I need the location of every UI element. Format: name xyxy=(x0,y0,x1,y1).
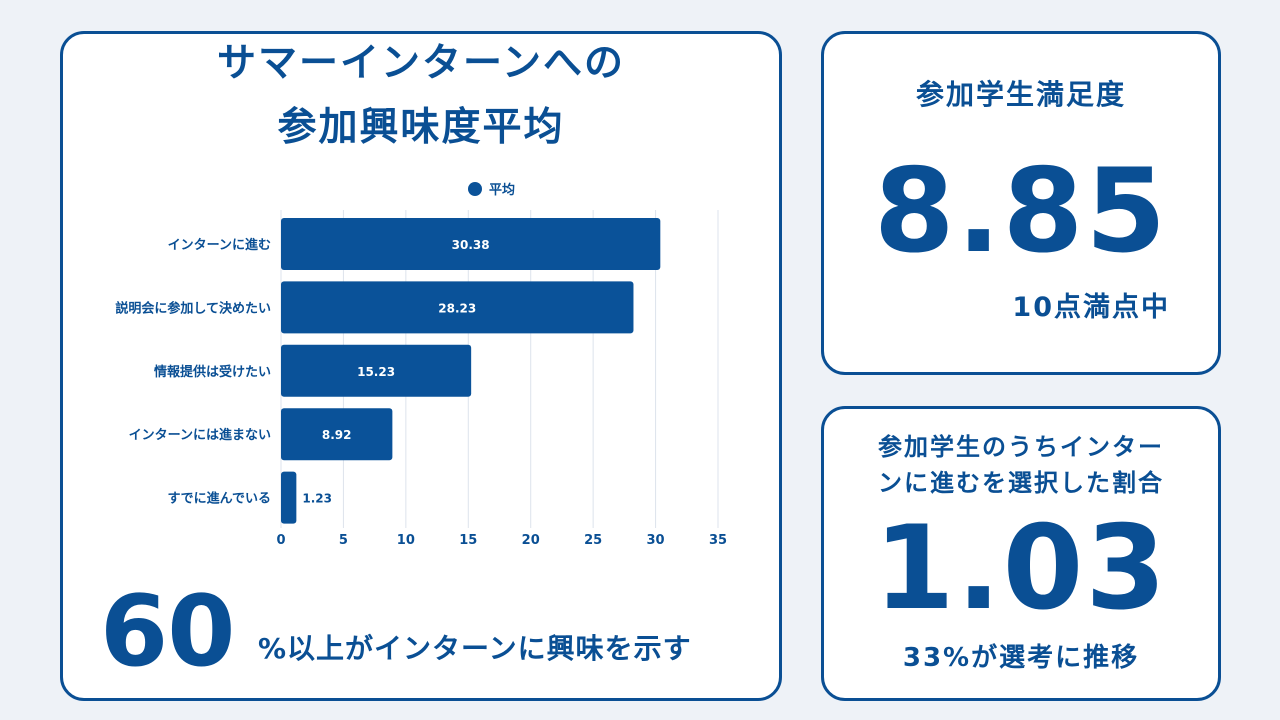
x-tick-label: 15 xyxy=(459,533,477,548)
data-label: 28.23 xyxy=(438,301,476,315)
chart-title-line1: サマーインターンへの xyxy=(216,41,626,86)
category-label: すでに進んでいる xyxy=(168,491,271,507)
category-label: インターンに進む xyxy=(168,237,271,253)
bar xyxy=(281,218,661,270)
legend-label: 平均 xyxy=(489,182,515,198)
bar xyxy=(281,471,297,524)
ratio-label-line2: ンに進むを選択した割合 xyxy=(878,469,1164,497)
data-label: 1.23 xyxy=(302,492,332,506)
bar xyxy=(281,281,634,334)
x-tick-label: 0 xyxy=(276,533,285,548)
ratio-label-line1: 参加学生のうちインター xyxy=(878,433,1164,461)
interest-percent-number: 60 xyxy=(100,575,235,689)
category-label: インターンには進まない xyxy=(129,427,271,443)
bar xyxy=(281,408,393,461)
x-tick-label: 30 xyxy=(647,533,665,548)
chart-title-line2: 参加興味度平均 xyxy=(277,105,565,150)
satisfaction-value: 8.85 xyxy=(873,144,1169,279)
ratio-sub-note: 33%が選考に推移 xyxy=(902,643,1140,673)
satisfaction-scale-note: 10点満点中 xyxy=(1012,292,1170,323)
x-tick-label: 20 xyxy=(522,533,540,548)
data-label: 30.38 xyxy=(452,238,490,252)
x-tick-label: 5 xyxy=(339,533,348,548)
progression-ratio-card xyxy=(821,406,1221,701)
bar xyxy=(281,344,472,397)
interest-percent-caption: %以上がインターンに興味を示す xyxy=(258,632,692,665)
satisfaction-label: 参加学生満足度 xyxy=(915,78,1126,111)
data-label: 15.23 xyxy=(357,365,395,379)
x-tick-label: 25 xyxy=(584,533,602,548)
category-label: 説明会に参加して決めたい xyxy=(115,300,271,316)
x-tick-label: 10 xyxy=(397,533,415,548)
x-tick-label: 35 xyxy=(709,533,727,548)
ratio-value: 1.03 xyxy=(873,501,1169,636)
category-label: 情報提供は受けたい xyxy=(154,364,271,380)
satisfaction-card xyxy=(821,31,1221,375)
legend-marker xyxy=(468,182,482,196)
data-label: 8.92 xyxy=(322,428,352,442)
